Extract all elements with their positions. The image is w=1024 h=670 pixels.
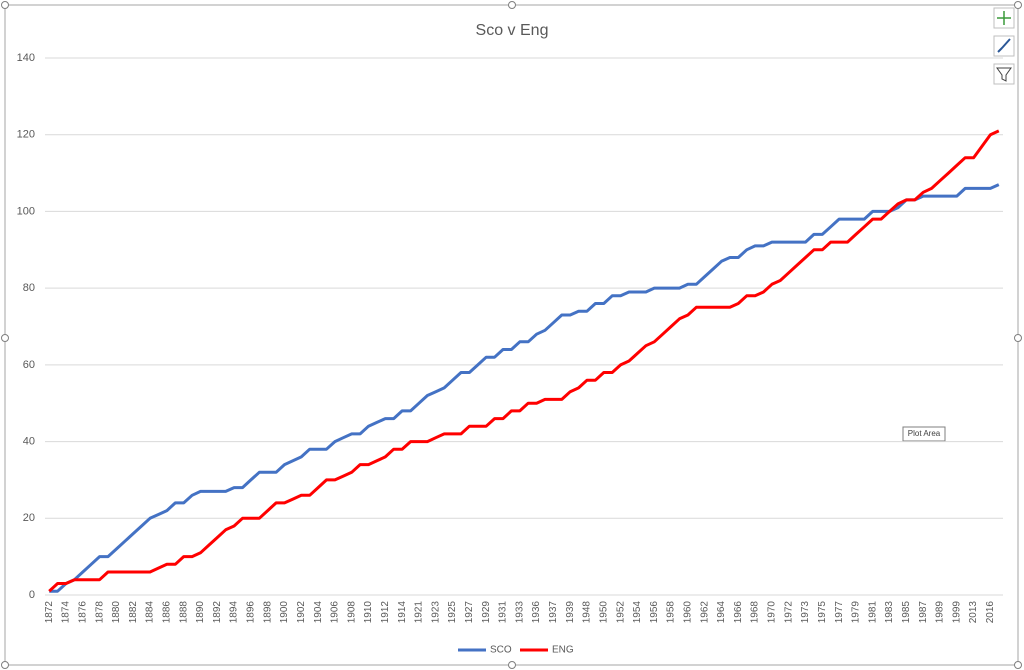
y-tick-label: 0	[29, 589, 35, 601]
series-line	[48, 129, 1000, 593]
x-tick-label: 1910	[363, 601, 374, 624]
x-tick-label: 1970	[767, 601, 778, 624]
x-tick-label: 1999	[951, 601, 962, 624]
x-tick-label: 1950	[598, 601, 609, 624]
x-tick-label: 1952	[615, 601, 626, 624]
x-tick-label: 1962	[699, 601, 710, 624]
x-tick-label: 1882	[128, 601, 139, 624]
chart-title: Sco v Eng	[476, 22, 549, 39]
x-tick-label: 1925	[447, 601, 458, 624]
x-tick-label: 1939	[565, 601, 576, 624]
x-tick-label: 2013	[968, 601, 979, 624]
x-tick-label: 2016	[985, 601, 996, 624]
y-tick-label: 100	[17, 205, 35, 217]
x-tick-label: 1927	[464, 601, 475, 624]
y-tick-label: 80	[23, 282, 35, 294]
chart-filters-button[interactable]	[993, 63, 1015, 85]
series-line	[49, 183, 1000, 593]
x-tick-label: 1894	[229, 601, 240, 624]
x-tick-label: 1876	[77, 601, 88, 624]
chart-styles-button[interactable]	[993, 35, 1015, 57]
x-tick-label: 1954	[632, 601, 643, 624]
x-tick-label: 1958	[666, 601, 677, 624]
x-tick-label: 1985	[901, 601, 912, 624]
x-tick-label: 1987	[918, 601, 929, 624]
x-tick-label: 1931	[498, 601, 509, 624]
y-tick-label: 120	[17, 129, 35, 141]
x-tick-label: 1929	[481, 601, 492, 624]
x-tick-label: 1973	[800, 601, 811, 624]
x-tick-label: 1872	[44, 601, 55, 624]
x-tick-label: 1960	[683, 601, 694, 624]
x-tick-label: 1923	[430, 601, 441, 624]
x-tick-label: 1904	[313, 601, 324, 624]
x-tick-label: 1977	[834, 601, 845, 624]
x-tick-label: 1989	[935, 601, 946, 624]
x-tick-label: 1908	[346, 601, 357, 624]
x-tick-label: 1933	[514, 601, 525, 624]
x-tick-label: 1936	[531, 601, 542, 624]
x-tick-label: 1975	[817, 601, 828, 624]
x-tick-label: 1874	[61, 601, 72, 624]
x-tick-label: 1884	[145, 601, 156, 624]
y-tick-label: 140	[17, 52, 35, 64]
tooltip-box	[902, 426, 946, 442]
legend-label: SCO	[490, 645, 512, 656]
x-tick-label: 1890	[195, 601, 206, 624]
x-tick-label: 1964	[716, 601, 727, 624]
chart-elements-button[interactable]	[993, 7, 1015, 29]
x-tick-label: 1972	[783, 601, 794, 624]
x-tick-label: 1906	[330, 601, 341, 624]
x-tick-label: 1896	[246, 601, 257, 624]
x-tick-label: 1937	[548, 601, 559, 624]
x-tick-label: 1888	[178, 601, 189, 624]
x-tick-label: 1914	[397, 601, 408, 624]
x-tick-label: 1968	[750, 601, 761, 624]
x-tick-label: 1898	[262, 601, 273, 624]
x-tick-label: 1966	[733, 601, 744, 624]
legend-label: ENG	[552, 645, 574, 656]
x-tick-label: 1981	[867, 601, 878, 624]
x-tick-label: 1948	[582, 601, 593, 624]
x-tick-label: 1892	[212, 601, 223, 624]
x-tick-label: 1983	[884, 601, 895, 624]
y-tick-label: 40	[23, 435, 35, 447]
x-tick-label: 1912	[380, 601, 391, 624]
y-tick-label: 20	[23, 512, 35, 524]
x-tick-label: 1900	[279, 601, 290, 624]
x-tick-label: 1902	[296, 601, 307, 624]
x-tick-label: 1880	[111, 601, 122, 624]
x-tick-label: 1886	[161, 601, 172, 624]
x-tick-label: 1921	[414, 601, 425, 624]
chart-frame[interactable]	[4, 4, 1019, 666]
x-tick-label: 1956	[649, 601, 660, 624]
tooltip: Plot Area	[908, 429, 941, 438]
x-tick-label: 1979	[851, 601, 862, 624]
y-tick-label: 60	[23, 359, 35, 371]
x-tick-label: 1878	[94, 601, 105, 624]
